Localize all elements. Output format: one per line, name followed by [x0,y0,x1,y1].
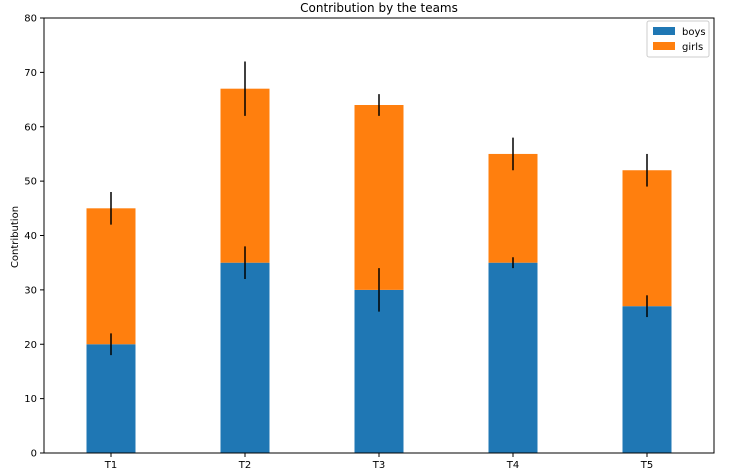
y-tick-label: 40 [24,231,37,242]
y-tick-label: 0 [31,449,37,460]
y-tick-label: 30 [24,285,37,296]
bar-girls-T1 [86,208,136,345]
x-tick-label: T1 [104,460,117,471]
x-tick-label: T3 [372,460,385,471]
y-tick-label: 70 [24,68,37,79]
y-tick-label: 60 [24,122,37,133]
y-tick-label: 50 [24,177,37,188]
y-tick-label: 20 [24,340,37,351]
y-tick-label: 10 [24,394,37,405]
legend-swatch-boys [653,27,675,35]
x-tick-label: T5 [640,460,653,471]
bar-boys-T4 [488,262,538,453]
bar-girls-T2 [220,88,270,263]
bar-boys-T1 [86,344,136,453]
plot-area: 0 10 20 30 40 50 60 70 80 T1 T2 T3 T4 T5 [24,14,715,471]
y-tick-label: 80 [24,14,37,25]
y-axis-label: Contribution [10,206,21,268]
legend-label-girls: girls [682,42,703,53]
bar-girls-T3 [354,105,404,290]
bar-girls-T4 [488,153,538,263]
bar-boys-T2 [220,262,270,453]
legend: boys girls [646,20,710,58]
legend-label-boys: boys [682,27,706,38]
chart-title: Contribution by the teams [300,1,458,15]
bar-girls-T5 [622,170,672,307]
bar-boys-T5 [622,306,672,453]
bar-boys-T3 [354,289,404,453]
legend-swatch-girls [653,42,675,50]
x-tick-label: T4 [506,460,519,471]
x-tick-label: T2 [238,460,251,471]
